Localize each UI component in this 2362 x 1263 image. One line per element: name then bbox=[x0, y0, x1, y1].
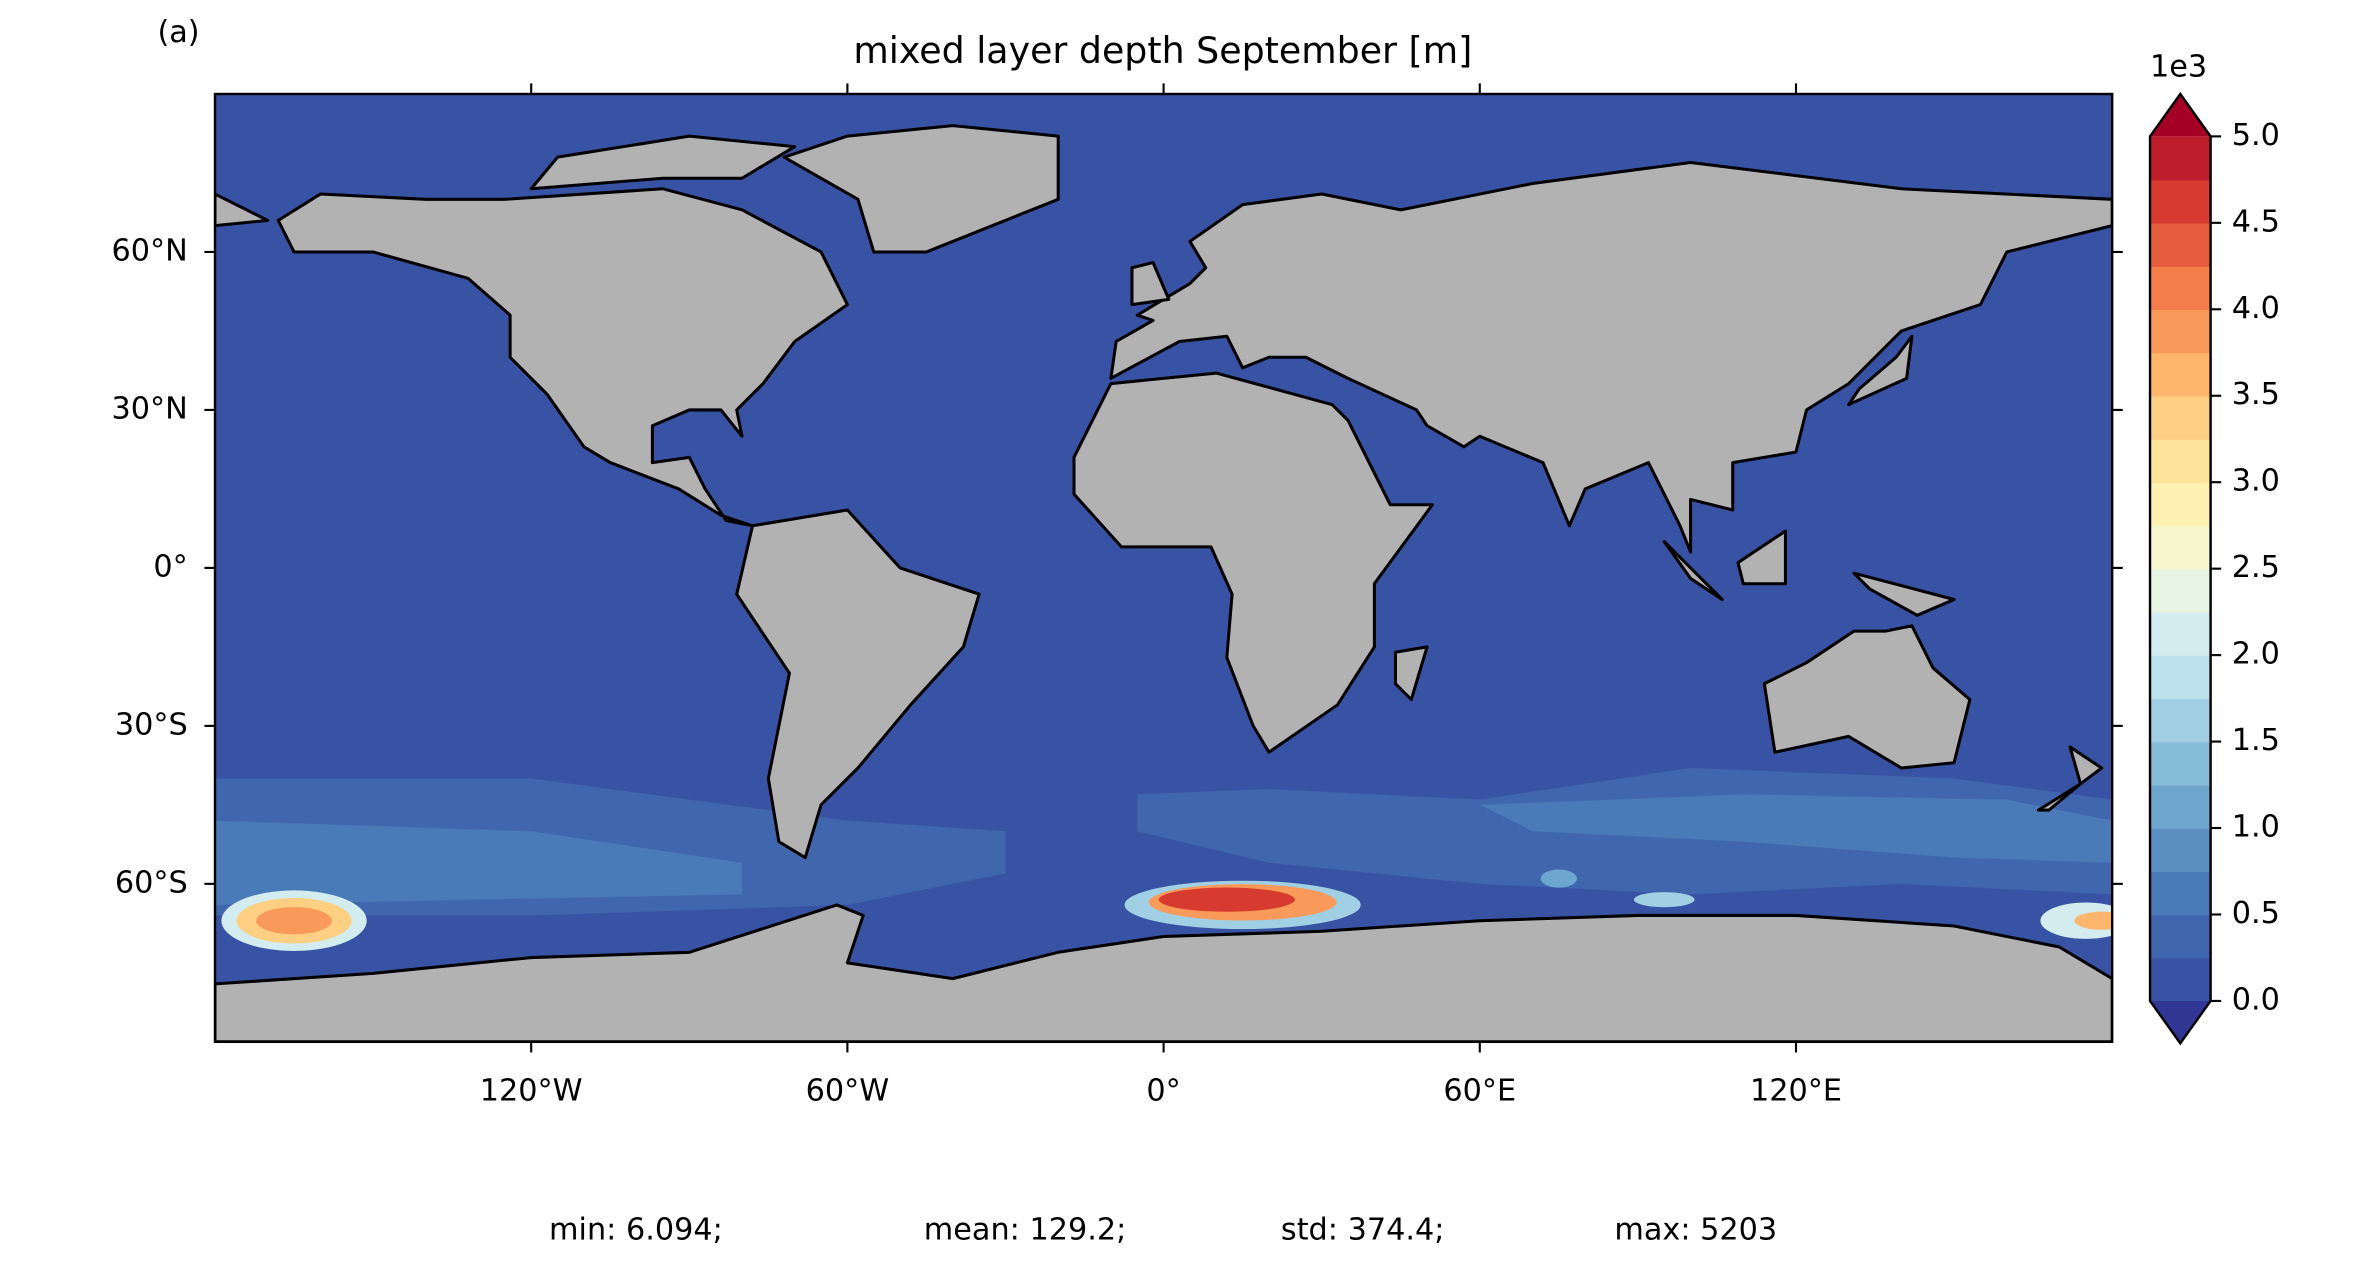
colorbar-tick-label: 1.0 bbox=[2232, 810, 2280, 845]
land bbox=[215, 192, 270, 228]
y-tick-label: 0° bbox=[153, 549, 187, 584]
stat: min: 6.094; bbox=[549, 1213, 723, 1248]
colorbar-level bbox=[2150, 957, 2211, 1002]
x-tick-label: 60°E bbox=[1443, 1073, 1516, 1108]
colorbar-level bbox=[2150, 266, 2211, 311]
colorbar-tick-label: 0.5 bbox=[2232, 896, 2280, 931]
colorbar-level bbox=[2150, 784, 2211, 829]
deep-mixing-band bbox=[1479, 794, 2113, 863]
x-tick-label: 0° bbox=[1146, 1073, 1180, 1108]
land bbox=[1762, 624, 1972, 770]
land bbox=[1393, 645, 1429, 702]
x-tick-label: 60°W bbox=[806, 1073, 890, 1108]
colorbar-tick-label: 5.0 bbox=[2232, 118, 2280, 153]
colorbar-tick-label: 2.5 bbox=[2232, 550, 2280, 585]
colorbar-tick-label: 4.5 bbox=[2232, 204, 2280, 239]
colorbar-label: 1e3 bbox=[2150, 50, 2207, 85]
land bbox=[215, 903, 2113, 1042]
land bbox=[1109, 160, 2113, 554]
colorbar-under bbox=[2150, 1000, 2211, 1044]
colorbar-level bbox=[2150, 871, 2211, 916]
colorbar-tick-label: 3.0 bbox=[2232, 464, 2280, 499]
colorbar-tick-label: 1.5 bbox=[2232, 723, 2280, 758]
land bbox=[735, 508, 981, 860]
deep-mixing-patch bbox=[1158, 887, 1295, 912]
map-title: mixed layer depth September [m] bbox=[853, 29, 1472, 72]
colorbar-level bbox=[2150, 914, 2211, 959]
colorbar-tick-label: 3.5 bbox=[2232, 377, 2280, 412]
colorbar-level bbox=[2150, 741, 2211, 786]
colorbar-level bbox=[2150, 179, 2211, 224]
colorbar-level bbox=[2150, 525, 2211, 570]
land bbox=[1736, 529, 1787, 586]
deep-mixing-patch bbox=[2074, 911, 2113, 930]
colorbar-over bbox=[2150, 93, 2211, 137]
map-layer bbox=[215, 93, 2113, 1042]
colorbar-level bbox=[2150, 828, 2211, 873]
colorbar-tick-label: 2.0 bbox=[2232, 637, 2280, 672]
land bbox=[1852, 571, 1956, 617]
land bbox=[1072, 371, 1434, 754]
deep-mixing-patch bbox=[1540, 869, 1578, 888]
x-tick-label: 120°W bbox=[480, 1073, 583, 1108]
land bbox=[2036, 745, 2104, 812]
deep-mixing-patch bbox=[256, 907, 332, 935]
colorbar-level bbox=[2150, 222, 2211, 267]
stat: mean: 129.2; bbox=[924, 1213, 1127, 1248]
colorbar-tick-label: 4.0 bbox=[2232, 291, 2280, 326]
stat: max: 5203 bbox=[1614, 1213, 1777, 1248]
colorbar-level bbox=[2150, 136, 2211, 181]
colorbar-level bbox=[2150, 698, 2211, 743]
x-tick-label: 120°E bbox=[1750, 1073, 1842, 1108]
land bbox=[1130, 260, 1171, 307]
colorbar-level bbox=[2150, 568, 2211, 613]
y-tick-label: 30°S bbox=[115, 707, 188, 742]
colorbar-level bbox=[2150, 611, 2211, 656]
land bbox=[529, 134, 797, 191]
stat: std: 374.4; bbox=[1281, 1213, 1445, 1248]
colorbar-level bbox=[2150, 309, 2211, 354]
land bbox=[1847, 334, 1914, 407]
land bbox=[782, 124, 1060, 254]
y-tick-label: 60°S bbox=[115, 865, 188, 900]
colorbar-level bbox=[2150, 482, 2211, 527]
deep-mixing-band bbox=[215, 820, 742, 905]
colorbar-tick-label: 0.0 bbox=[2232, 982, 2280, 1017]
land bbox=[276, 187, 849, 528]
colorbar-level bbox=[2150, 438, 2211, 483]
colorbar-level bbox=[2150, 395, 2211, 440]
y-tick-label: 60°N bbox=[111, 233, 187, 268]
panel-label: (a) bbox=[157, 15, 199, 50]
colorbar-level bbox=[2150, 352, 2211, 397]
land bbox=[1662, 540, 1724, 602]
deep-mixing-patch bbox=[1633, 892, 1695, 908]
colorbar-level bbox=[2150, 655, 2211, 700]
y-tick-label: 30°N bbox=[111, 391, 187, 426]
